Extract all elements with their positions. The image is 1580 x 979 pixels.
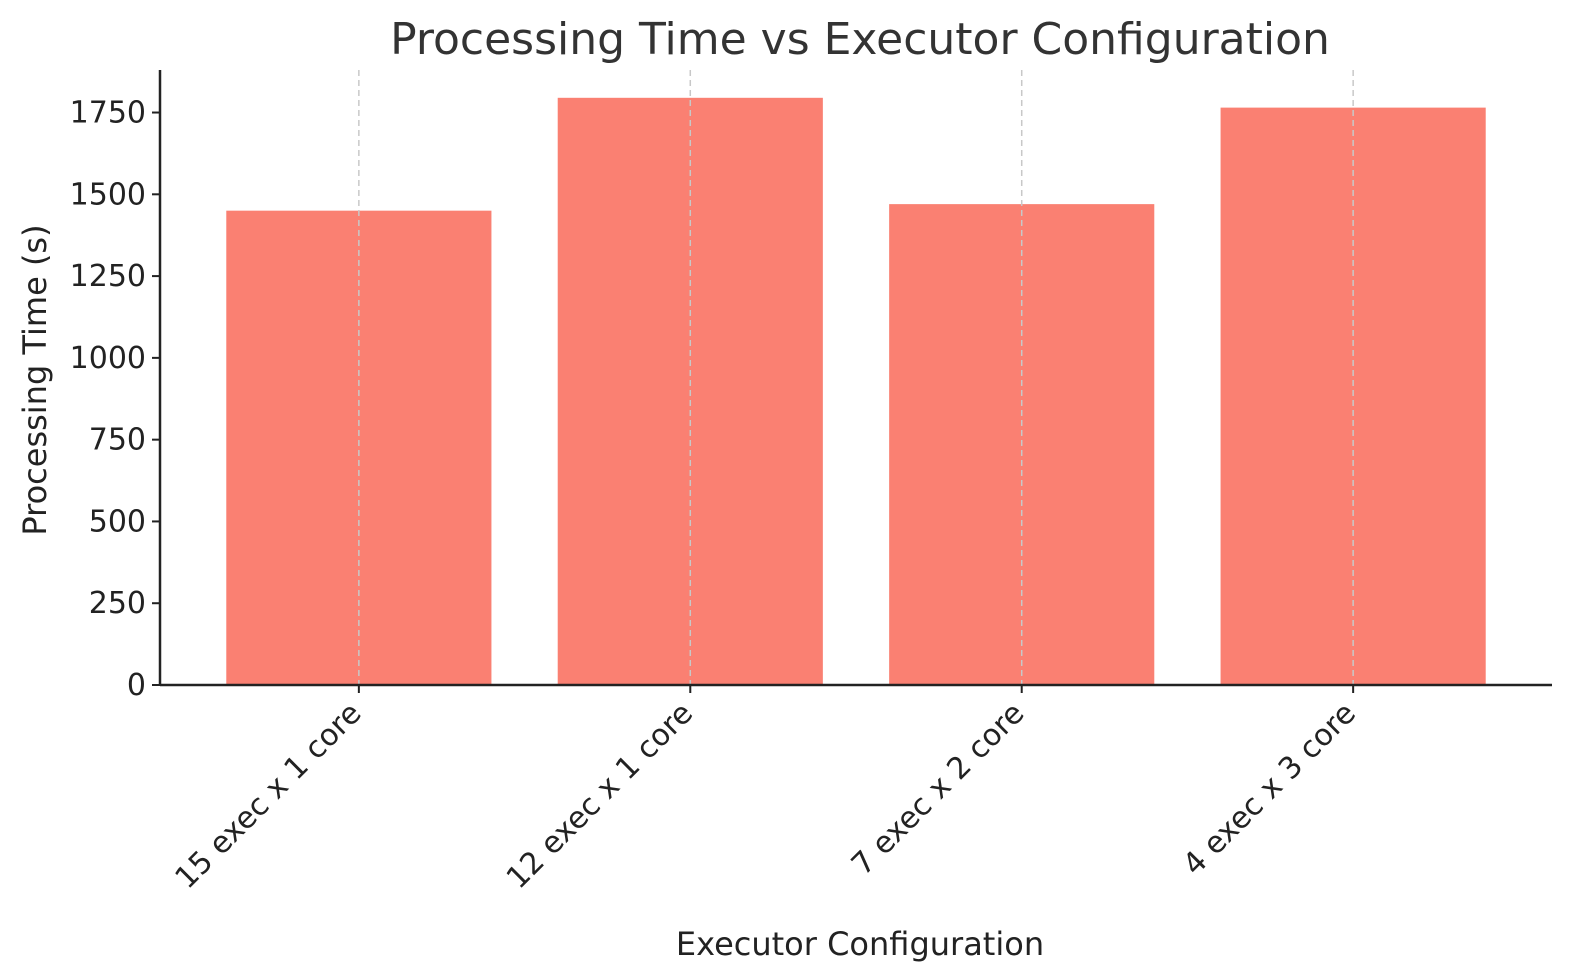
x-axis-label: Executor Configuration xyxy=(676,925,1044,963)
y-tick-label: 250 xyxy=(89,586,146,621)
x-tick-label: 7 exec x 2 core xyxy=(845,696,1032,883)
y-axis-label: Processing Time (s) xyxy=(16,224,54,535)
y-tick-label: 1500 xyxy=(70,177,146,212)
y-tick-label: 500 xyxy=(89,504,146,539)
y-tick-label: 1000 xyxy=(70,341,146,376)
chart-title: Processing Time vs Executor Configuratio… xyxy=(390,14,1330,65)
x-tick-label: 15 exec x 1 core xyxy=(169,696,369,896)
y-tick-label: 0 xyxy=(127,668,146,703)
x-tick-label: 4 exec x 3 core xyxy=(1176,696,1363,883)
y-axis-ticks: 0 250 500 750 1000 1250 1500 1750 xyxy=(70,96,160,703)
y-tick-label: 750 xyxy=(89,423,146,458)
y-tick-label: 1250 xyxy=(70,259,146,294)
bars xyxy=(226,97,1486,686)
x-tick-label: 12 exec x 1 core xyxy=(500,696,700,896)
y-tick-label: 1750 xyxy=(70,96,146,131)
x-grid-overlay xyxy=(358,70,1354,685)
x-axis-ticks: 15 exec x 1 core 12 exec x 1 core 7 exec x… xyxy=(169,685,1363,896)
